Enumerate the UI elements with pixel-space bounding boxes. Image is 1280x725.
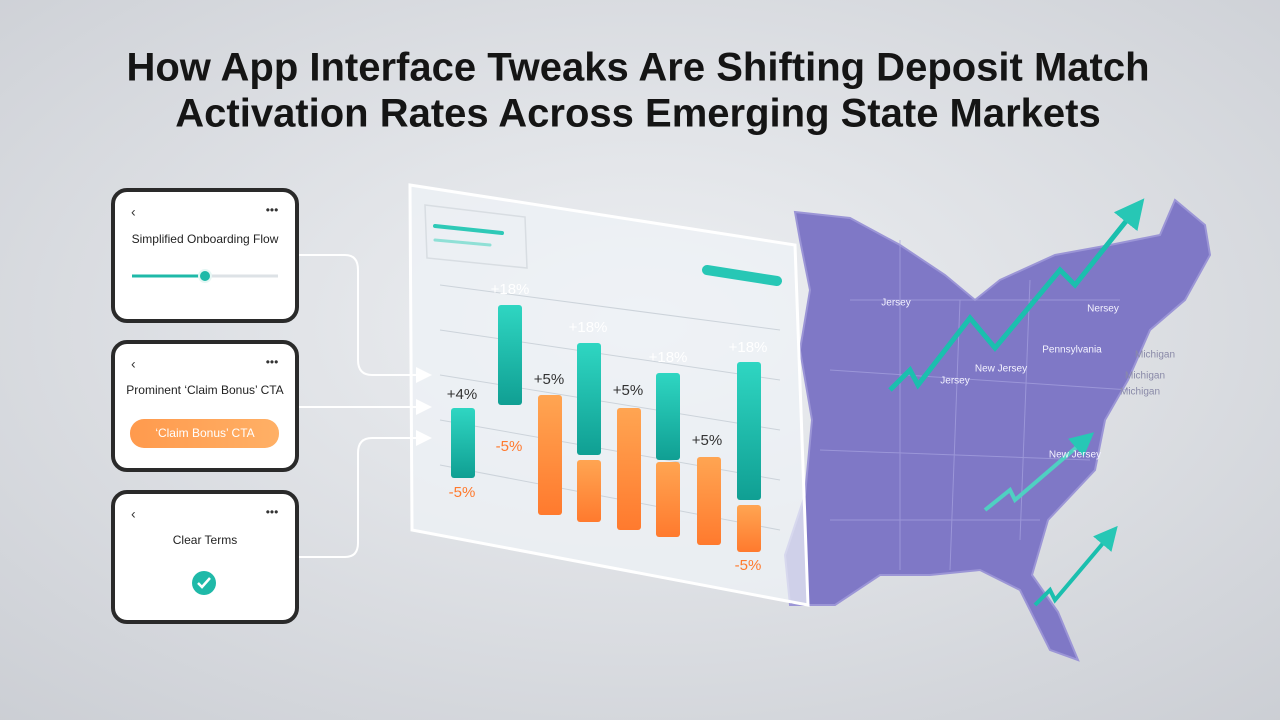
svg-text:•••: ••• (266, 505, 279, 519)
bar-label: -5% (496, 438, 523, 455)
map-label: Jersey (940, 376, 969, 387)
bar-label: +5% (613, 382, 643, 399)
bar-label: +5% (692, 432, 722, 449)
title-line: How App Interface Tweaks Are Shifting De… (126, 46, 1149, 90)
phone-card: ‹ ••• Simplified Onboarding Flow (111, 188, 299, 323)
bar-label: -5% (735, 557, 762, 574)
map-label: New Jersey (975, 364, 1027, 375)
bar-label: +18% (729, 339, 768, 356)
map-label: Pennsylvania (1042, 345, 1102, 356)
card-title: Clear Terms (173, 533, 237, 547)
map-label: Michigan (1120, 387, 1160, 398)
connectors (298, 254, 432, 558)
phone-card: ‹ ••• Prominent ‘Claim Bonus’ CTA ‘Claim … (111, 340, 299, 472)
svg-text:‹: ‹ (131, 506, 136, 522)
map-label: New Jersey (1049, 450, 1101, 461)
button-label[interactable]: ‘Claim Bonus’ CTA (155, 426, 254, 440)
svg-text:•••: ••• (266, 203, 279, 217)
title-line: Activation Rates Across Emerging State M… (175, 92, 1101, 136)
svg-text:•••: ••• (266, 355, 279, 369)
chart-panel: +4% -5% +18% -5% +5% +18% +5% +18% +5% +… (408, 183, 810, 607)
cta-button[interactable] (130, 419, 279, 448)
phone-card: ‹ ••• Clear Terms (111, 490, 299, 624)
bar-label: +5% (534, 371, 564, 388)
card-title: Prominent ‘Claim Bonus’ CTA (126, 383, 283, 397)
card-title: Simplified Onboarding Flow (132, 232, 279, 246)
map-label: Jersey (881, 298, 910, 309)
map-label: Nersey (1087, 304, 1119, 315)
map-label: Michigan (1125, 371, 1165, 382)
map-label: Michigan (1135, 350, 1175, 361)
bar-label: -5% (449, 484, 476, 501)
bar-label: +18% (569, 319, 608, 336)
svg-text:‹: ‹ (131, 204, 136, 220)
bar-label: +18% (491, 281, 530, 298)
svg-text:‹: ‹ (131, 356, 136, 372)
bar-label: +4% (447, 386, 477, 403)
bar-label: +18% (649, 349, 688, 366)
